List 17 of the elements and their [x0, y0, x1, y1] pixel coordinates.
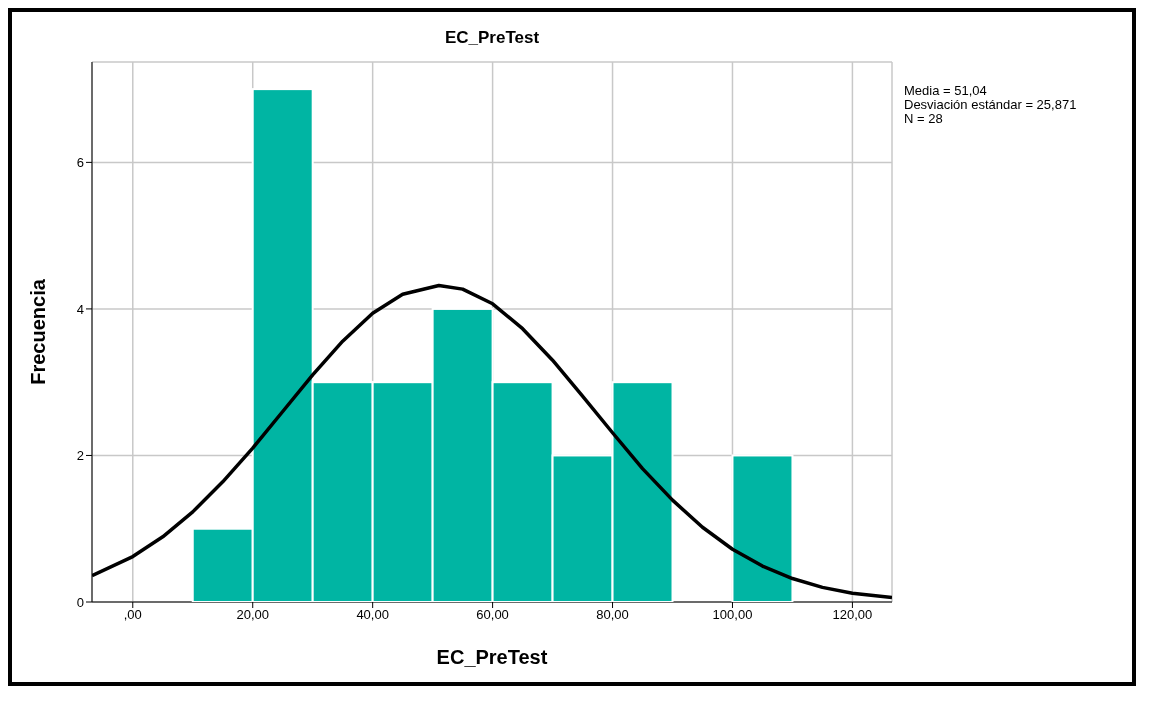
text: N = 28 — [904, 111, 944, 126]
y-tick-label: 2 — [76, 448, 84, 464]
x-tick-label: 20,00 — [236, 607, 269, 623]
x-tick-label: 40,00 — [356, 607, 389, 623]
chart-title: EC_PreTest — [443, 28, 541, 48]
x-tick-label: ,00 — [123, 607, 142, 623]
y-axis-title: Frecuencia — [27, 278, 50, 385]
x-tick-label: 120,00 — [832, 607, 873, 623]
y-tick-label: 0 — [76, 594, 84, 610]
x-tick-label: 100,00 — [712, 607, 753, 623]
text: Desviación estándar = 25,871 — [904, 97, 1077, 112]
x-tick-label: 80,00 — [596, 607, 629, 623]
text: Media = 51,04 — [904, 83, 988, 98]
x-tick-label: 60,00 — [476, 607, 509, 623]
x-axis-title: EC_PreTest — [436, 646, 548, 668]
y-tick-label: 4 — [76, 301, 84, 317]
y-tick-label: 6 — [76, 154, 84, 170]
